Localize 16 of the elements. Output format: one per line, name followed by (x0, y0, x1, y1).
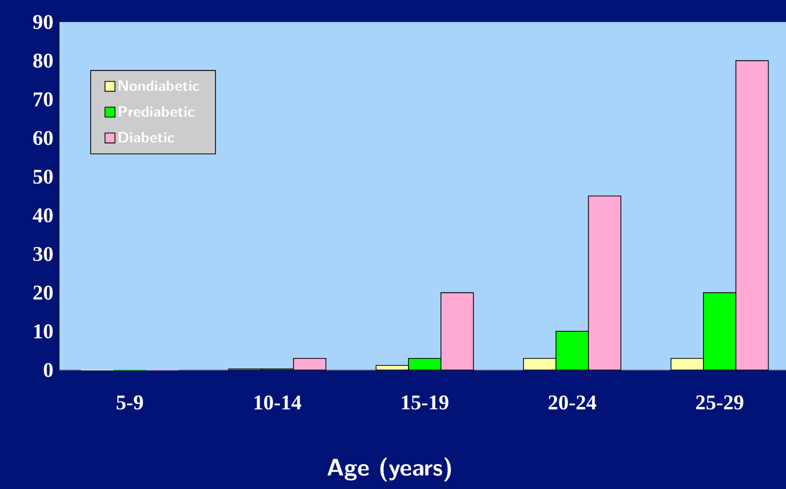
y-tick-label: 50 (33, 170, 53, 184)
y-tick-label: 80 (33, 54, 53, 68)
x-tick-label: 5-9 (116, 395, 143, 410)
x-tick-label: 10-14 (254, 395, 302, 410)
y-tick-label: 10 (34, 324, 53, 338)
x-tick-label: 20-24 (548, 395, 596, 410)
y-tick-label: 0 (44, 362, 53, 378)
y-tick-label: 20 (33, 286, 53, 300)
y-tick-label: 40 (32, 208, 53, 222)
y-tick-label: 70 (34, 92, 53, 106)
x-tick-label: 15-19 (402, 395, 448, 410)
y-tick-label: 90 (33, 14, 53, 30)
y-tick-label: 60 (33, 130, 53, 146)
x-tick-label: 25-29 (696, 395, 744, 410)
x-axis-title: Age (years) (328, 458, 451, 482)
y-tick-label: 30 (33, 246, 53, 262)
